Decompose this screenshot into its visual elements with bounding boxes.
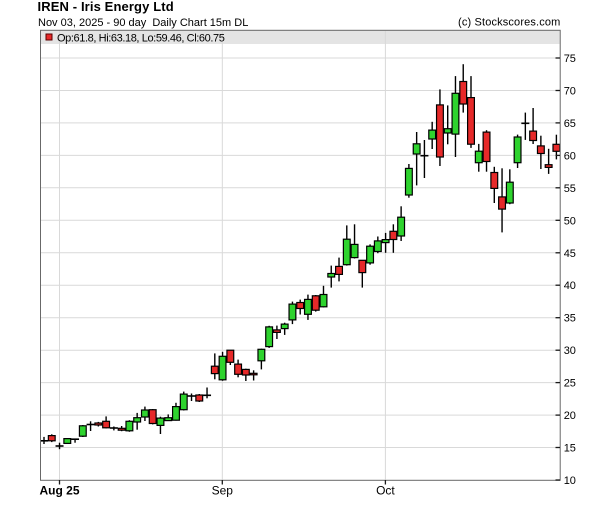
svg-text:65: 65 [564, 118, 576, 130]
svg-text:10: 10 [564, 475, 576, 487]
svg-text:75: 75 [564, 53, 576, 65]
svg-text:70: 70 [564, 86, 576, 98]
svg-text:35: 35 [564, 313, 576, 325]
svg-text:30: 30 [564, 345, 576, 357]
svg-text:Oct: Oct [376, 484, 395, 498]
svg-text:Sep: Sep [212, 484, 234, 498]
svg-text:Op:61.8, Hi:63.18, Lo:59.46, C: Op:61.8, Hi:63.18, Lo:59.46, Cl:60.75 [57, 33, 225, 45]
svg-text:Aug 25: Aug 25 [39, 484, 79, 498]
svg-text:60: 60 [564, 150, 576, 162]
svg-text:20: 20 [564, 410, 576, 422]
svg-text:45: 45 [564, 248, 576, 260]
svg-text:40: 40 [564, 280, 576, 292]
svg-text:55: 55 [564, 183, 576, 195]
svg-text:IREN - Iris Energy Ltd: IREN - Iris Energy Ltd [38, 0, 174, 14]
svg-text:50: 50 [564, 215, 576, 227]
svg-text:Nov 03, 2025 - 90 day Daily C: Nov 03, 2025 - 90 day Daily Chart 15m DL [38, 17, 248, 29]
svg-text:(c) Stockscores.com: (c) Stockscores.com [458, 17, 560, 29]
svg-text:25: 25 [564, 378, 576, 390]
svg-text:15: 15 [564, 443, 576, 455]
